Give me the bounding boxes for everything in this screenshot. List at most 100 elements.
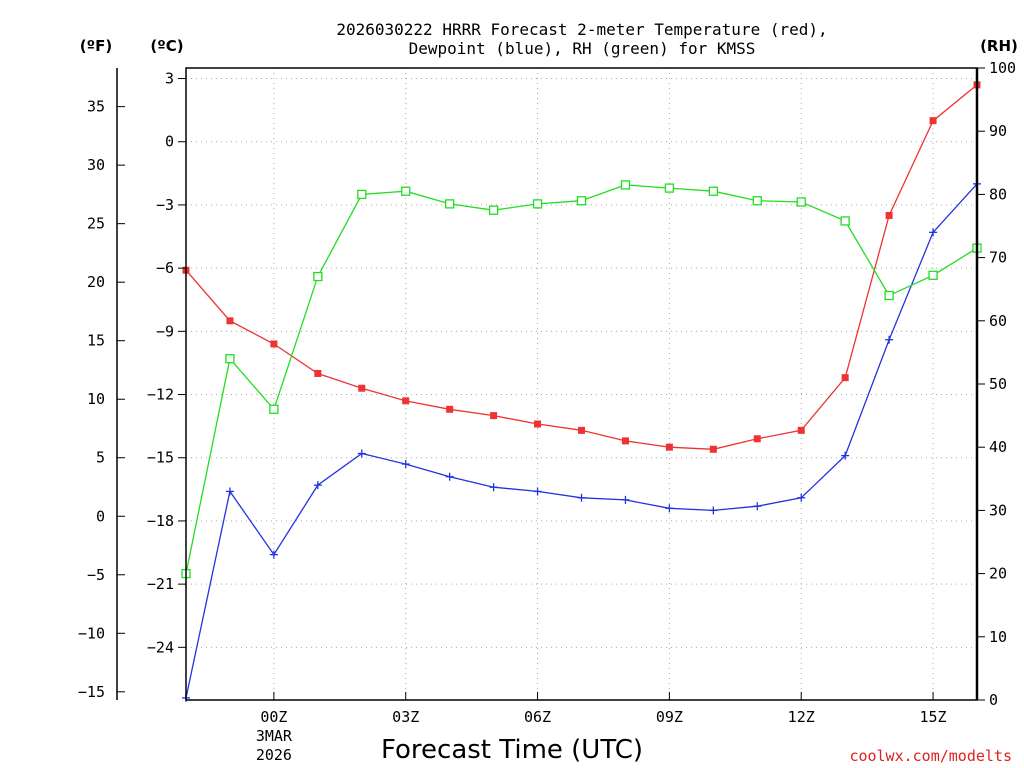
credit-text: coolwx.com/modelts bbox=[849, 747, 1012, 765]
rh-point bbox=[620, 180, 631, 190]
rh-tick-label: 50 bbox=[989, 375, 1007, 393]
fahrenheit-tick-label: 5 bbox=[96, 449, 105, 467]
rh-line bbox=[185, 184, 978, 574]
fahrenheit-tick-label: 10 bbox=[87, 390, 105, 408]
dewpoint-point bbox=[929, 228, 938, 237]
celsius-tick-label: −3 bbox=[156, 196, 174, 214]
fahrenheit-unit-label: (ºF) bbox=[80, 37, 112, 55]
celsius-tick-label: −15 bbox=[147, 449, 174, 467]
rh-point bbox=[664, 183, 675, 193]
rh-tick-label: 90 bbox=[989, 122, 1007, 140]
dewpoint-point bbox=[841, 451, 850, 460]
dewpoint-line bbox=[185, 183, 978, 699]
x-axis-title: Forecast Time (UTC) bbox=[381, 735, 643, 765]
celsius-tick-label: −18 bbox=[147, 512, 174, 530]
rh-tick-label: 10 bbox=[989, 628, 1007, 646]
series-layer bbox=[181, 81, 982, 702]
rh-tick-label: 40 bbox=[989, 438, 1007, 456]
axis-layer: 30−3−6−9−12−15−18−21−2435302520151050−5−… bbox=[78, 59, 1016, 764]
dewpoint-point bbox=[533, 487, 542, 496]
rh-point bbox=[269, 404, 279, 414]
temperature-point bbox=[665, 443, 673, 451]
rh-point bbox=[488, 205, 499, 215]
rh-tick-label: 100 bbox=[989, 59, 1016, 77]
series-dewpoint bbox=[182, 179, 981, 702]
fahrenheit-tick-label: −5 bbox=[87, 566, 105, 584]
dewpoint-point bbox=[577, 493, 586, 502]
temperature-point bbox=[709, 445, 717, 453]
celsius-tick-label: −9 bbox=[156, 322, 174, 340]
temperature-point bbox=[885, 211, 893, 219]
rh-tick-label: 20 bbox=[989, 565, 1007, 583]
temperature-point bbox=[841, 374, 849, 382]
rh-point bbox=[884, 290, 894, 301]
fahrenheit-tick-label: 0 bbox=[96, 507, 105, 525]
celsius-tick-label: −24 bbox=[147, 638, 174, 656]
rh-point bbox=[708, 186, 718, 196]
rh-point bbox=[225, 354, 235, 364]
dewpoint-point bbox=[621, 495, 630, 504]
dewpoint-point bbox=[489, 483, 498, 492]
x-tick-label: 09Z bbox=[656, 708, 683, 726]
dewpoint-point bbox=[225, 487, 234, 496]
temperature-point bbox=[314, 369, 322, 377]
plot-frame bbox=[185, 67, 978, 701]
dewpoint-point bbox=[885, 335, 894, 344]
fahrenheit-tick-label: 30 bbox=[87, 156, 105, 174]
rh-point bbox=[928, 270, 938, 280]
rh-point bbox=[840, 216, 850, 226]
grid-layer bbox=[186, 68, 977, 700]
rh-point bbox=[445, 199, 455, 209]
celsius-tick-label: 0 bbox=[165, 133, 174, 151]
dewpoint-point bbox=[445, 472, 454, 481]
celsius-tick-label: −6 bbox=[156, 259, 174, 277]
x-tick-year: 2026 bbox=[256, 746, 292, 764]
dewpoint-point bbox=[753, 502, 762, 511]
fahrenheit-tick-label: −15 bbox=[78, 683, 105, 701]
dewpoint-point bbox=[797, 493, 806, 502]
rh-tick-label: 30 bbox=[989, 501, 1007, 519]
rh-point bbox=[401, 186, 411, 196]
x-tick-label: 15Z bbox=[920, 708, 947, 726]
rh-unit-label: (RH) bbox=[980, 37, 1018, 55]
temperature-point bbox=[797, 426, 805, 434]
rh-point bbox=[313, 271, 323, 282]
series-rh bbox=[181, 180, 982, 579]
dewpoint-point bbox=[269, 550, 278, 559]
temperature-point bbox=[753, 435, 761, 443]
chart-title-line2: Dewpoint (blue), RH (green) for KMSS bbox=[409, 39, 756, 58]
temperature-point bbox=[226, 317, 234, 325]
dewpoint-point bbox=[357, 449, 366, 458]
dewpoint-point bbox=[401, 460, 410, 469]
temperature-point bbox=[534, 420, 542, 428]
rh-tick-label: 70 bbox=[989, 249, 1007, 267]
temperature-point bbox=[402, 397, 410, 405]
temperature-point bbox=[929, 117, 937, 125]
temperature-point bbox=[358, 384, 366, 392]
celsius-tick-label: −12 bbox=[147, 386, 174, 404]
x-tick-label: 03Z bbox=[392, 708, 419, 726]
temperature-point bbox=[578, 426, 585, 434]
rh-point bbox=[357, 189, 367, 200]
x-tick-label: 00Z bbox=[260, 708, 287, 726]
temperature-point bbox=[446, 405, 454, 413]
temperature-point bbox=[621, 437, 629, 445]
x-tick-date: 3MAR bbox=[256, 727, 293, 745]
fahrenheit-tick-label: 35 bbox=[87, 98, 105, 116]
dewpoint-point bbox=[665, 504, 674, 513]
fahrenheit-tick-label: −10 bbox=[78, 624, 105, 642]
temperature-point bbox=[490, 412, 498, 420]
rh-point bbox=[796, 197, 806, 207]
x-tick-label: 12Z bbox=[788, 708, 815, 726]
rh-tick-label: 80 bbox=[989, 185, 1007, 203]
dewpoint-point bbox=[313, 481, 322, 490]
fahrenheit-tick-label: 15 bbox=[87, 332, 105, 350]
celsius-unit-label: (ºC) bbox=[150, 37, 183, 55]
series-temperature bbox=[182, 81, 981, 453]
rh-point bbox=[532, 199, 543, 209]
rh-tick-label: 60 bbox=[989, 312, 1007, 330]
rh-point bbox=[576, 196, 587, 206]
fahrenheit-tick-label: 25 bbox=[87, 215, 105, 233]
